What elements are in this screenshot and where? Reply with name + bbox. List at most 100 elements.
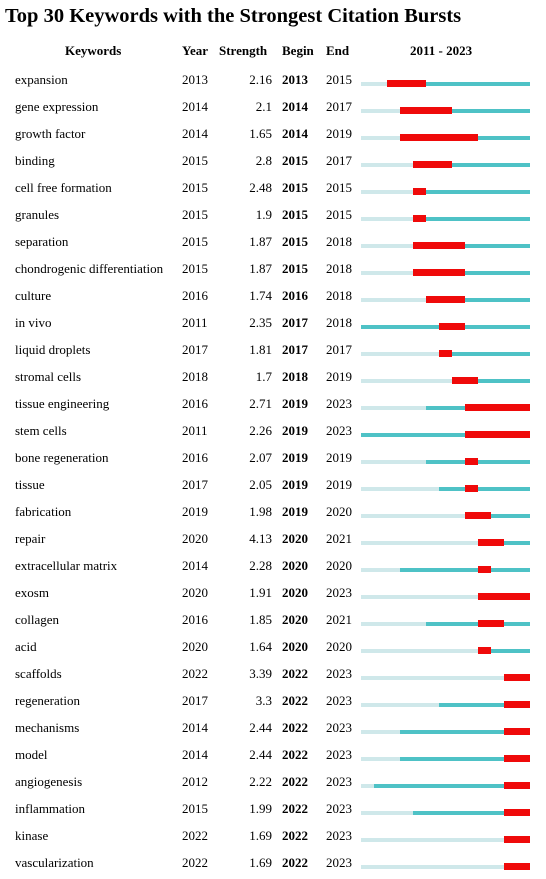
burst-timeline (361, 539, 530, 546)
keyword-cell: tissue engineering (15, 396, 110, 411)
burst-timeline (361, 836, 530, 843)
end-cell: 2015 (326, 180, 352, 195)
end-cell: 2017 (326, 153, 352, 168)
end-cell: 2019 (326, 450, 352, 465)
burst-timeline (361, 80, 530, 87)
strength-cell: 1.69 (249, 828, 272, 843)
table-row: stem cells 2011 2.26 2019 2023 (0, 417, 546, 444)
keyword-cell: acid (15, 639, 37, 654)
keyword-cell: collagen (15, 612, 60, 627)
keyword-cell: inflammation (15, 801, 86, 816)
end-cell: 2023 (326, 585, 352, 600)
year-cell: 2014 (182, 558, 208, 573)
keyword-cell: angiogenesis (15, 774, 83, 789)
keyword-cell: tissue (15, 477, 45, 492)
burst-bar (400, 134, 478, 141)
timeline-inactive-segment (361, 460, 426, 464)
table-row: exosm 2020 1.91 2020 2023 (0, 579, 546, 606)
keyword-cell: growth factor (15, 126, 86, 141)
keyword-cell: liquid droplets (15, 342, 91, 357)
end-cell: 2018 (326, 261, 352, 276)
begin-cell: 2019 (282, 477, 308, 492)
year-cell: 2015 (182, 153, 208, 168)
end-cell: 2019 (326, 369, 352, 384)
timeline-active-segment (400, 730, 530, 734)
keyword-cell: cell free formation (15, 180, 112, 195)
table-row: granules 2015 1.9 2015 2015 (0, 201, 546, 228)
table-row: extracellular matrix 2014 2.28 2020 2020 (0, 552, 546, 579)
timeline-active-segment (400, 568, 530, 572)
year-cell: 2013 (182, 72, 208, 87)
burst-bar (504, 674, 530, 681)
end-cell: 2020 (326, 558, 352, 573)
begin-cell: 2014 (282, 126, 308, 141)
chart-title: Top 30 Keywords with the Strongest Citat… (5, 5, 462, 27)
table-row: acid 2020 1.64 2020 2020 (0, 633, 546, 660)
begin-cell: 2015 (282, 180, 308, 195)
timeline-active-segment (400, 109, 530, 113)
end-cell: 2023 (326, 855, 352, 870)
table-row: model 2014 2.44 2022 2023 (0, 741, 546, 768)
timeline-active-segment (426, 298, 530, 302)
timeline-active-segment (413, 244, 530, 248)
table-row: angiogenesis 2012 2.22 2022 2023 (0, 768, 546, 795)
burst-bar (478, 566, 491, 573)
year-cell: 2020 (182, 585, 208, 600)
burst-bar (478, 539, 504, 546)
year-cell: 2014 (182, 747, 208, 762)
timeline-inactive-segment (361, 244, 413, 248)
begin-cell: 2013 (282, 72, 308, 87)
burst-bar (465, 431, 530, 438)
begin-cell: 2015 (282, 234, 308, 249)
keyword-cell: expansion (15, 72, 68, 87)
strength-cell: 2.05 (249, 477, 272, 492)
burst-bar (413, 215, 426, 222)
year-cell: 2012 (182, 774, 208, 789)
strength-cell: 1.74 (249, 288, 272, 303)
year-cell: 2017 (182, 477, 208, 492)
header-range: 2011 - 2023 (410, 43, 473, 58)
year-cell: 2015 (182, 180, 208, 195)
table-row: culture 2016 1.74 2016 2018 (0, 282, 546, 309)
strength-cell: 1.85 (249, 612, 272, 627)
burst-timeline (361, 296, 530, 303)
year-cell: 2016 (182, 612, 208, 627)
burst-bar (413, 242, 465, 249)
begin-cell: 2022 (282, 855, 308, 870)
strength-cell: 2.28 (249, 558, 272, 573)
burst-bar (504, 809, 530, 816)
end-cell: 2023 (326, 828, 352, 843)
timeline-active-segment (478, 541, 530, 545)
end-cell: 2018 (326, 234, 352, 249)
strength-cell: 1.87 (249, 261, 272, 276)
end-cell: 2015 (326, 207, 352, 222)
keyword-cell: chondrogenic differentiation (15, 261, 164, 276)
timeline-active-segment (361, 433, 530, 437)
keyword-cell: vascularization (15, 855, 94, 870)
strength-cell: 2.44 (249, 747, 272, 762)
keyword-cell: repair (15, 531, 46, 546)
timeline-inactive-segment (361, 406, 426, 410)
burst-bar (426, 296, 465, 303)
keyword-cell: in vivo (15, 315, 52, 330)
burst-bar (439, 350, 452, 357)
timeline-inactive-segment (361, 865, 504, 869)
begin-cell: 2022 (282, 720, 308, 735)
end-cell: 2023 (326, 774, 352, 789)
timeline-inactive-segment (361, 730, 400, 734)
timeline-active-segment (439, 352, 530, 356)
timeline-active-segment (439, 703, 530, 707)
burst-timeline (361, 404, 530, 411)
begin-cell: 2020 (282, 612, 308, 627)
end-cell: 2021 (326, 531, 352, 546)
burst-timeline (361, 593, 530, 600)
begin-cell: 2020 (282, 558, 308, 573)
timeline-inactive-segment (361, 676, 504, 680)
year-cell: 2020 (182, 639, 208, 654)
timeline-inactive-segment (361, 379, 452, 383)
strength-cell: 2.8 (255, 153, 272, 168)
burst-timeline (361, 431, 530, 438)
table-row: collagen 2016 1.85 2020 2021 (0, 606, 546, 633)
timeline-inactive-segment (361, 487, 439, 491)
burst-bar (478, 593, 530, 600)
